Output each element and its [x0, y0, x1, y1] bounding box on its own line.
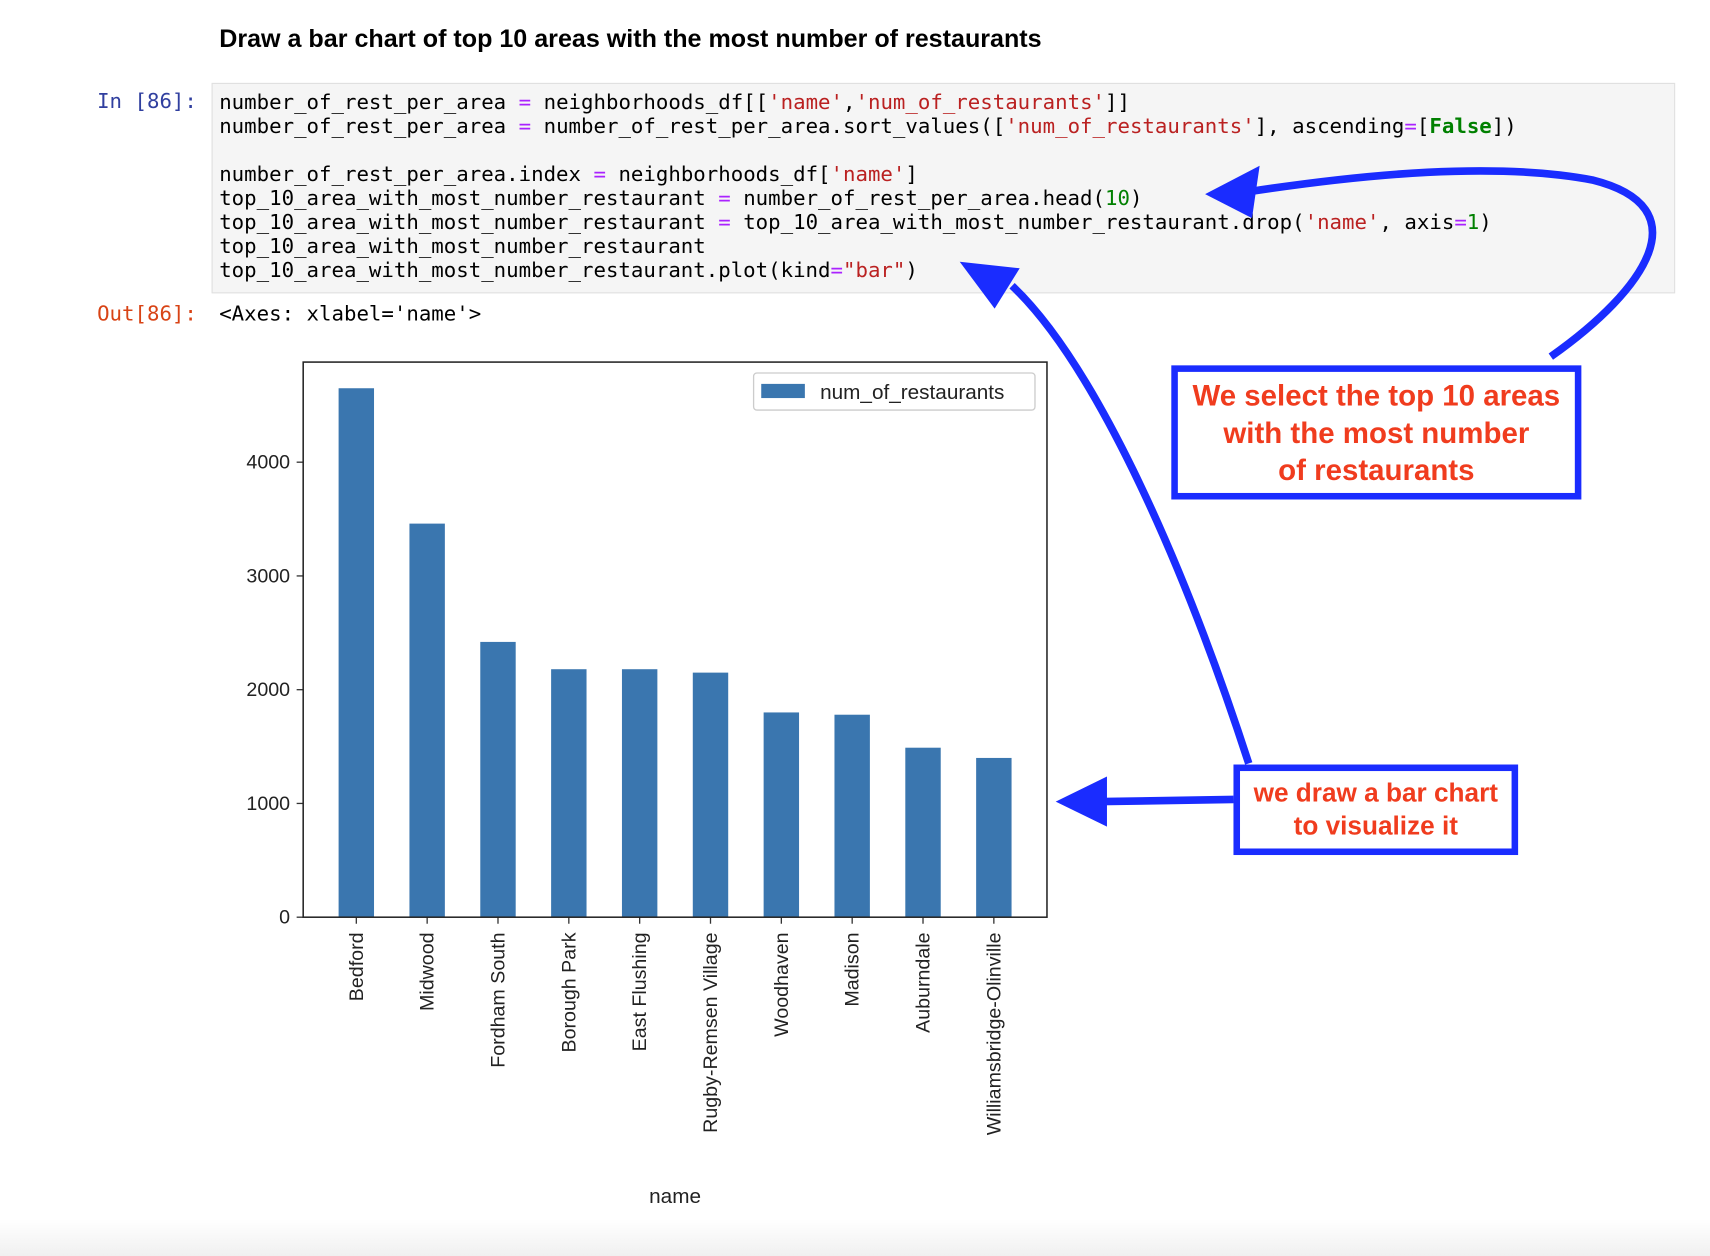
code-token: number_of_rest_per_area	[219, 114, 519, 139]
arrow-to-head-line	[1253, 167, 1657, 360]
y-tick-label: 2000	[246, 679, 290, 701]
code-token: ,	[843, 90, 856, 115]
x-axis-label: name	[649, 1185, 701, 1208]
code-token: top_10_area_with_most_number_restaurant.…	[730, 210, 1305, 235]
annotation-box-select-top10: We select the top 10 areas with the most…	[1171, 365, 1582, 500]
arrow-to-head-line-tip	[1205, 165, 1260, 219]
code-token: , axis	[1379, 210, 1455, 235]
x-tick-label: Woodhaven	[771, 932, 793, 1036]
code-token: 'name'	[768, 90, 844, 115]
y-tick-label: 4000	[246, 452, 290, 474]
code-token: ]]	[1105, 90, 1130, 115]
code-token: "bar"	[842, 258, 906, 283]
bar	[692, 672, 729, 918]
code-token: number_of_rest_per_area	[219, 90, 519, 115]
code-token: =	[518, 114, 532, 139]
code-token: top_10_area_with_most_number_restaurant	[219, 210, 719, 235]
code-token: =	[830, 258, 843, 283]
legend-swatch	[761, 383, 805, 399]
code-token: =	[1404, 114, 1417, 139]
code-token: =	[518, 90, 532, 115]
code-token: top_10_area_with_most_number_restaurant.…	[219, 258, 831, 283]
code-block[interactable]: number_of_rest_per_area = neighborhoods_…	[219, 91, 1517, 283]
markdown-heading: Draw a bar chart of top 10 areas with th…	[219, 23, 1042, 53]
code-token: =	[593, 162, 606, 187]
code-token: =	[1454, 210, 1467, 235]
bar	[976, 757, 1012, 918]
bar	[480, 641, 516, 918]
output-text: <Axes: xlabel='name'>	[219, 302, 482, 327]
code-token: =	[718, 186, 731, 211]
output-prompt: Out[86]:	[97, 302, 197, 327]
code-line: top_10_area_with_most_number_restaurant.…	[219, 258, 918, 282]
y-tick-label: 3000	[246, 565, 290, 587]
code-token: neighborhoods_df[	[605, 162, 831, 187]
code-token: number_of_rest_per_area.head(	[730, 186, 1105, 211]
code-token: top_10_area_with_most_number_restaurant	[219, 186, 719, 211]
x-tick-label: East Flushing	[629, 932, 651, 1051]
code-token: neighborhoods_df[[	[531, 90, 769, 115]
code-token: 10	[1104, 186, 1130, 211]
annotation-box-draw-chart: we draw a bar chart to visualize it	[1233, 764, 1519, 856]
x-tick-label: Madison	[842, 932, 864, 1006]
bar	[338, 388, 375, 918]
x-tick-label: Borough Park	[558, 932, 580, 1052]
code-token: 1	[1466, 210, 1480, 235]
arrow-to-plot-line	[1009, 282, 1253, 765]
code-token: 'name'	[830, 162, 906, 187]
code-token: ]	[905, 162, 918, 187]
x-tick-label: Fordham South	[488, 932, 510, 1067]
annotation-line: with the most number	[1223, 416, 1530, 449]
code-token: False	[1429, 114, 1492, 139]
code-token: 'num_of_restaurants'	[1005, 114, 1255, 139]
annotation-line: to visualize it	[1293, 810, 1458, 841]
input-prompt: In [86]:	[97, 89, 197, 114]
y-tick-label: 0	[279, 907, 290, 929]
arrow-to-chart-tip	[1055, 776, 1107, 827]
code-line: top_10_area_with_most_number_restaurant …	[219, 186, 1142, 210]
page-bottom-edge	[0, 1219, 1710, 1256]
code-token: =	[718, 210, 731, 235]
annotation-line: We select the top 10 areas	[1192, 378, 1561, 412]
arrow-to-chart	[1101, 795, 1234, 806]
code-token: )	[1129, 186, 1143, 211]
x-tick-label: Midwood	[417, 932, 439, 1011]
code-cell-editor[interactable]	[211, 82, 1676, 294]
bar	[551, 669, 587, 918]
legend-box	[752, 372, 1036, 411]
code-line: top_10_area_with_most_number_restaurant …	[219, 210, 1492, 234]
x-tick-label: Bedford	[346, 932, 368, 1001]
code-line: top_10_area_with_most_number_restaurant	[219, 234, 706, 258]
code-token: [	[1416, 114, 1430, 139]
plot-frame	[302, 361, 1048, 918]
code-token: ], ascending	[1254, 114, 1405, 139]
code-token: 'name'	[1304, 210, 1380, 235]
x-tick-label: Rugby-Remsen Village	[700, 932, 722, 1132]
arrow-to-plot-line-tip	[959, 261, 1020, 309]
bar	[763, 712, 800, 918]
code-line: number_of_rest_per_area = number_of_rest…	[219, 115, 1517, 139]
code-token: ])	[1491, 114, 1517, 139]
bar	[409, 523, 445, 918]
code-token: number_of_rest_per_area.index	[219, 162, 594, 187]
bar	[621, 669, 658, 918]
bar	[834, 714, 870, 918]
code-line: number_of_rest_per_area.index = neighbor…	[219, 162, 918, 186]
code-token: )	[1479, 210, 1492, 235]
annotation-line: of restaurants	[1278, 453, 1475, 486]
code-token: top_10_area_with_most_number_restaurant	[219, 234, 706, 259]
bar	[905, 747, 941, 918]
code-token: number_of_rest_per_area.sort_values([	[531, 114, 1006, 139]
y-tick-label: 1000	[246, 793, 290, 815]
code-token: )	[905, 258, 918, 283]
legend-label: num_of_restaurants	[820, 381, 1004, 404]
code-line: number_of_rest_per_area = neighborhoods_…	[219, 91, 1130, 115]
x-tick-label: Williamsbridge-Olinville	[983, 932, 1005, 1135]
annotation-line: we draw a bar chart	[1253, 778, 1498, 808]
code-token: 'num_of_restaurants'	[855, 90, 1106, 115]
x-tick-label: Auburndale	[913, 932, 935, 1032]
